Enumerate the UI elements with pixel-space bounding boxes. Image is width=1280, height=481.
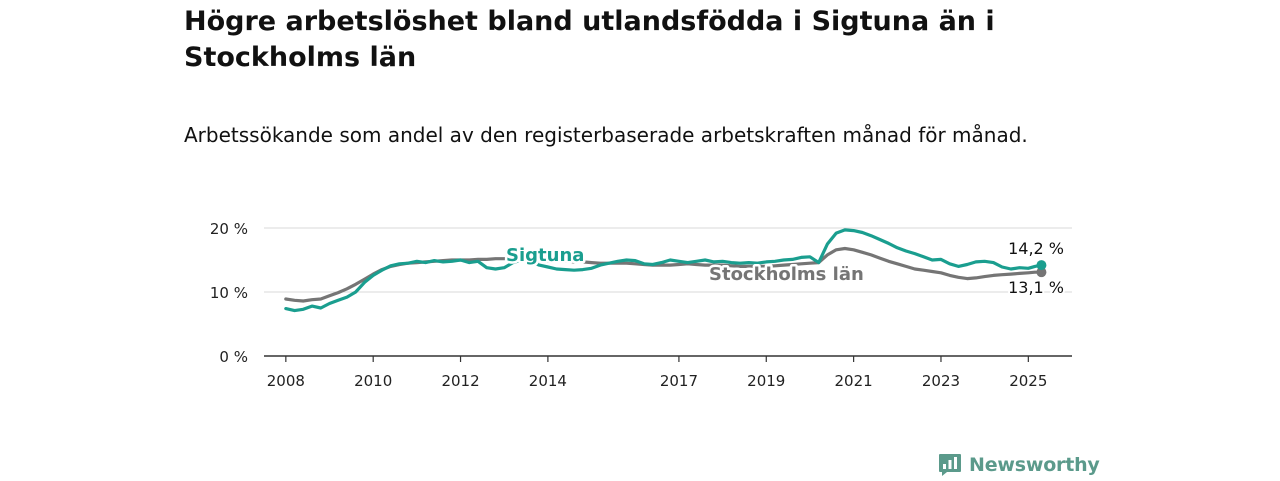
series-label-stockholm-halo: Stockholms län <box>709 264 864 285</box>
end-point-stockholm <box>1036 267 1047 278</box>
x-tick-label: 2014 <box>529 372 567 390</box>
newsworthy-logo: Newsworthy <box>938 449 1100 481</box>
x-tick-label: 2021 <box>835 372 873 390</box>
x-tick-label: 2010 <box>354 372 392 390</box>
chart-title: Högre arbetslöshet bland utlandsfödda i … <box>184 6 995 73</box>
end-label-sigtuna: 14,2 % <box>1008 239 1064 258</box>
brand-name: Newsworthy <box>969 454 1100 476</box>
y-tick-label: 10 % <box>210 284 248 302</box>
end-point-sigtuna <box>1036 260 1047 271</box>
x-tick-label: 2017 <box>660 372 698 390</box>
series-lines <box>284 228 1047 313</box>
newsworthy-logo-icon <box>939 454 961 476</box>
x-tick-label: 2025 <box>1009 372 1047 390</box>
series-line-sigtuna <box>284 228 1043 313</box>
grid-lines <box>264 227 1072 293</box>
series-label-sigtuna-halo: Sigtuna <box>506 245 584 266</box>
end-label-stockholm-halo: 13,1 % <box>1008 278 1064 297</box>
x-axis: 2008 2010 2012 2014 2017 2019 2021 2023 2025 <box>264 355 1072 390</box>
series-label-stockholm: Stockholms län <box>709 264 864 285</box>
series-label-sigtuna: Sigtuna <box>506 245 584 266</box>
x-tick-label: 2012 <box>441 372 479 390</box>
series-line-stockholm <box>284 246 1043 303</box>
x-tick-label: 2023 <box>922 372 960 390</box>
x-tick-label: 2019 <box>747 372 785 390</box>
y-tick-label: 0 % <box>219 348 248 366</box>
x-tick-label: 2008 <box>267 372 305 390</box>
chart-subtitle: Arbetssökande som andel av den registerb… <box>184 123 1028 147</box>
end-label-sigtuna-halo: 14,2 % <box>1008 239 1064 258</box>
y-axis: 0 % 10 % 20 % <box>210 220 248 366</box>
end-label-stockholm: 13,1 % <box>1008 278 1064 297</box>
y-tick-label: 20 % <box>210 220 248 238</box>
